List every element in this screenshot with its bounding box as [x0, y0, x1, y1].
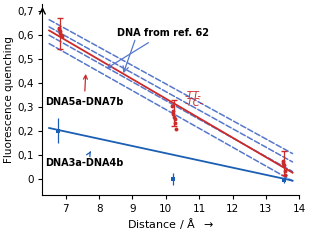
Text: -TC-: -TC-	[184, 98, 203, 108]
Text: DNA5a-DNA7b: DNA5a-DNA7b	[45, 75, 123, 107]
Text: DNA3a-DNA4b: DNA3a-DNA4b	[45, 152, 123, 168]
Text: DNA from ref. 62: DNA from ref. 62	[108, 28, 210, 68]
X-axis label: Distance / Å  $\rightarrow$: Distance / Å $\rightarrow$	[127, 216, 215, 231]
Text: -TT-: -TT-	[184, 91, 201, 101]
Y-axis label: Fluorescence quenching: Fluorescence quenching	[4, 36, 14, 163]
